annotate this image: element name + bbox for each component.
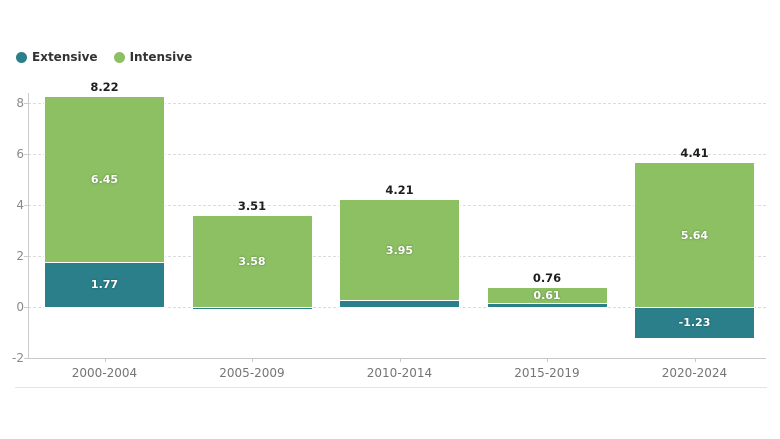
legend-label-extensive: Extensive: [32, 50, 98, 64]
y-axis-tick-mark: [24, 103, 28, 104]
bar-total-label-2000-2004: 8.22: [90, 80, 119, 95]
bar-segment-intensive-2000-2004[interactable]: 6.45: [45, 97, 164, 262]
bar-segment-extensive-2010-2014[interactable]: [340, 300, 459, 307]
gridline-y-6: [28, 154, 766, 155]
x-axis-tick-mark: [399, 358, 401, 362]
bar-segment-extensive-2015-2019[interactable]: [487, 303, 607, 307]
bar-segment-intensive-2020-2024[interactable]: 5.64: [635, 163, 754, 307]
y-axis-tick-label: 4: [16, 198, 24, 212]
legend-dot-intensive-icon: [113, 51, 125, 63]
x-axis-tick-mark: [694, 358, 696, 362]
legend-dot-extensive-icon: [16, 51, 27, 63]
segment-value-label: 6.45: [90, 173, 119, 187]
gridline-y-0: [28, 307, 766, 308]
y-axis-tick-mark: [24, 256, 28, 257]
y-axis-tick-mark: [24, 358, 28, 359]
legend-label-intensive: Intensive: [129, 50, 193, 64]
bar-segment-intensive-2015-2019[interactable]: 0.61: [487, 287, 607, 304]
legend-item-extensive[interactable]: Extensive: [16, 50, 98, 64]
y-axis-tick-mark: [24, 205, 28, 206]
segment-value-label: 3.95: [385, 243, 414, 257]
segment-value-label: 5.64: [680, 228, 709, 242]
y-axis-tick-mark: [24, 154, 28, 155]
y-axis-tick-mark: [24, 307, 28, 308]
y-axis-tick-label: -2: [12, 351, 24, 365]
bar-segment-extensive-2000-2004[interactable]: 1.77: [45, 261, 164, 307]
x-axis-tick-mark: [252, 358, 253, 362]
x-axis-tick-mark: [104, 358, 106, 362]
segment-value-label: 0.61: [533, 288, 561, 302]
y-axis-line: [28, 93, 29, 358]
bottom-divider: [15, 387, 767, 388]
x-axis-category-label-2005-2009: 2005-2009: [219, 366, 285, 380]
bar-segment-intensive-2010-2014[interactable]: 3.95: [340, 199, 459, 301]
x-axis-category-label-2010-2014: 2010-2014: [366, 366, 433, 380]
segment-value-label: 1.77: [90, 277, 119, 291]
bar-segment-extensive-2020-2024[interactable]: -1.23: [635, 307, 754, 339]
bar-total-label-2005-2009: 3.51: [237, 198, 267, 213]
bar-total-label-2015-2019: 0.76: [532, 270, 562, 285]
x-axis-tick-mark: [547, 358, 548, 362]
bar-segment-intensive-2005-2009[interactable]: 3.58: [192, 215, 312, 307]
bar-segment-extensive-2005-2009[interactable]: [192, 307, 312, 309]
x-axis-line: [28, 358, 766, 359]
y-axis-tick-label: 8: [16, 96, 24, 110]
y-axis-tick-label: 2: [16, 249, 24, 263]
x-axis-category-label-2000-2004: 2000-2004: [71, 366, 138, 380]
y-axis-tick-label: 6: [16, 147, 24, 161]
y-axis-tick-label: 0: [16, 300, 24, 314]
segment-value-label: 3.58: [238, 254, 266, 268]
gridline-y-8: [28, 103, 766, 104]
legend-item-intensive[interactable]: Intensive: [113, 50, 193, 64]
x-axis-category-label-2015-2019: 2015-2019: [514, 366, 580, 380]
bar-total-label-2010-2014: 4.21: [385, 182, 414, 197]
bar-total-label-2020-2024: 4.41: [680, 146, 709, 161]
chart-legend: Extensive Intensive: [16, 50, 192, 64]
x-axis-category-label-2020-2024: 2020-2024: [661, 366, 728, 380]
segment-value-label: -1.23: [678, 316, 711, 330]
